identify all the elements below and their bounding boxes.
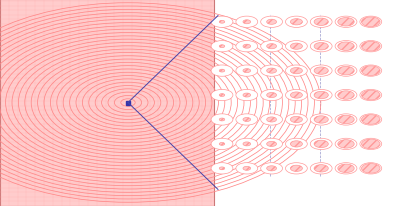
Circle shape	[219, 21, 225, 24]
Circle shape	[290, 20, 302, 26]
Circle shape	[338, 43, 354, 51]
Circle shape	[267, 117, 276, 122]
Circle shape	[243, 69, 251, 73]
Circle shape	[314, 19, 328, 26]
Circle shape	[335, 163, 357, 174]
Circle shape	[286, 66, 307, 77]
Circle shape	[236, 90, 258, 101]
Circle shape	[335, 41, 357, 53]
Circle shape	[211, 139, 233, 150]
Circle shape	[211, 41, 233, 53]
Circle shape	[360, 41, 382, 53]
Circle shape	[219, 94, 225, 97]
Circle shape	[314, 68, 328, 75]
Circle shape	[267, 69, 276, 74]
Circle shape	[286, 17, 307, 28]
Bar	[0, 0, 214, 206]
Circle shape	[362, 164, 380, 173]
Circle shape	[310, 17, 332, 28]
Circle shape	[360, 163, 382, 174]
Circle shape	[286, 139, 307, 150]
Circle shape	[243, 166, 251, 171]
Circle shape	[211, 17, 233, 28]
Circle shape	[338, 19, 354, 27]
Circle shape	[286, 114, 307, 125]
Circle shape	[286, 90, 307, 101]
Circle shape	[211, 66, 233, 77]
Circle shape	[261, 90, 282, 101]
Circle shape	[335, 66, 357, 77]
Circle shape	[261, 163, 282, 174]
Circle shape	[362, 139, 380, 149]
Circle shape	[314, 116, 328, 124]
Circle shape	[243, 142, 251, 146]
Circle shape	[314, 165, 328, 172]
Circle shape	[335, 139, 357, 150]
Circle shape	[236, 163, 258, 174]
Circle shape	[219, 46, 225, 48]
Circle shape	[211, 90, 233, 101]
Circle shape	[219, 70, 225, 73]
Circle shape	[243, 94, 251, 98]
Circle shape	[290, 141, 302, 147]
Circle shape	[310, 139, 332, 150]
Circle shape	[219, 167, 225, 170]
Circle shape	[286, 41, 307, 53]
Circle shape	[236, 17, 258, 28]
Circle shape	[290, 44, 302, 50]
Circle shape	[314, 92, 328, 99]
Circle shape	[286, 163, 307, 174]
Circle shape	[290, 92, 302, 99]
Circle shape	[310, 41, 332, 53]
Circle shape	[362, 42, 380, 52]
Circle shape	[243, 45, 251, 49]
Circle shape	[236, 41, 258, 53]
Circle shape	[360, 66, 382, 77]
Circle shape	[261, 114, 282, 125]
Circle shape	[362, 67, 380, 76]
Circle shape	[362, 18, 380, 27]
Circle shape	[314, 140, 328, 148]
Circle shape	[243, 118, 251, 122]
Circle shape	[338, 116, 354, 124]
Circle shape	[360, 114, 382, 125]
Circle shape	[335, 17, 357, 28]
Circle shape	[219, 118, 225, 121]
Circle shape	[267, 20, 276, 25]
Circle shape	[261, 139, 282, 150]
Circle shape	[338, 164, 354, 173]
Circle shape	[360, 90, 382, 101]
Circle shape	[310, 163, 332, 174]
Circle shape	[310, 90, 332, 101]
Circle shape	[360, 139, 382, 150]
Circle shape	[362, 91, 380, 100]
Circle shape	[236, 66, 258, 77]
Circle shape	[243, 21, 251, 25]
Circle shape	[338, 67, 354, 75]
Circle shape	[360, 17, 382, 28]
Circle shape	[261, 66, 282, 77]
Circle shape	[267, 166, 276, 171]
Circle shape	[261, 41, 282, 53]
Circle shape	[290, 68, 302, 74]
Circle shape	[236, 139, 258, 150]
Circle shape	[211, 114, 233, 125]
Circle shape	[310, 66, 332, 77]
Circle shape	[335, 90, 357, 101]
Circle shape	[290, 117, 302, 123]
Circle shape	[211, 163, 233, 174]
Circle shape	[338, 140, 354, 148]
Circle shape	[236, 114, 258, 125]
Circle shape	[267, 93, 276, 98]
Circle shape	[290, 165, 302, 172]
Circle shape	[267, 142, 276, 147]
Circle shape	[261, 17, 282, 28]
Circle shape	[219, 143, 225, 146]
Circle shape	[267, 44, 276, 49]
Circle shape	[314, 43, 328, 51]
Circle shape	[362, 115, 380, 125]
Circle shape	[338, 91, 354, 100]
Circle shape	[310, 114, 332, 125]
Circle shape	[335, 114, 357, 125]
